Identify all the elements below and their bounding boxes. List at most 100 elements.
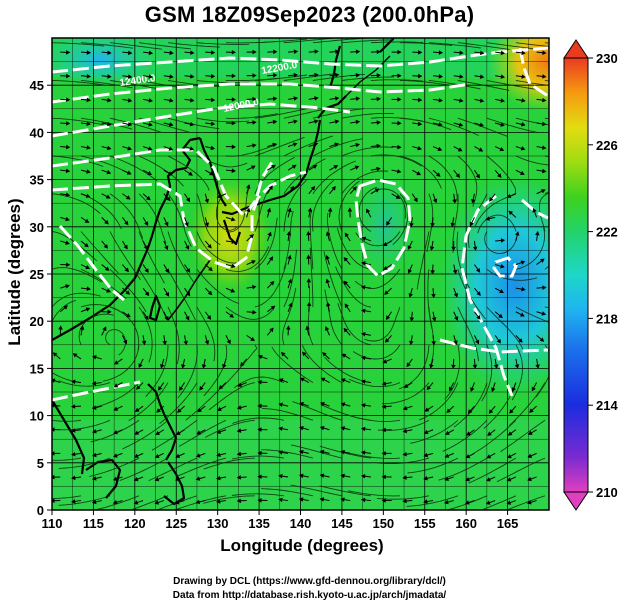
wind-arrowhead <box>459 74 464 79</box>
streamline <box>399 344 430 390</box>
wind-vectors <box>52 49 547 505</box>
wind-arrowhead <box>71 475 76 481</box>
wind-arrowhead <box>240 361 245 367</box>
wind-arrowhead <box>325 278 330 284</box>
wind-arrowhead <box>189 121 195 127</box>
wind-arrowhead <box>206 315 212 320</box>
wind-arrowhead <box>175 430 181 436</box>
wind-arrowhead <box>144 291 150 297</box>
wind-arrowhead <box>360 450 366 455</box>
wind-arrowhead <box>251 260 256 265</box>
wind-arrowhead <box>457 147 463 152</box>
wind-arrowhead <box>429 246 435 251</box>
streamline <box>312 38 366 44</box>
wind-arrowhead <box>257 379 262 385</box>
wind-arrowhead <box>107 50 112 55</box>
wind-arrowhead <box>71 451 76 457</box>
wind-arrowhead <box>402 498 407 504</box>
wind-arrowhead <box>257 474 262 479</box>
streamline <box>312 138 363 157</box>
streamline <box>52 117 104 126</box>
wind-arrowhead <box>126 170 132 175</box>
wind-arrowhead <box>270 305 276 311</box>
colorbar-tick-label: 218 <box>596 311 618 326</box>
streamline <box>484 231 517 254</box>
wind-arrowhead <box>340 473 345 479</box>
wind-arrowhead <box>102 326 107 332</box>
wind-arrowhead <box>105 194 111 199</box>
streamline <box>138 306 153 363</box>
wind-arrowhead <box>355 72 361 78</box>
wind-arrowhead <box>272 119 278 125</box>
wind-arrowhead <box>162 340 167 346</box>
streamline <box>52 495 82 499</box>
wind-arrowhead <box>269 327 274 333</box>
wind-arrowhead <box>430 270 435 275</box>
streamline <box>261 449 314 459</box>
wind-arrowhead <box>210 121 216 126</box>
wind-arrowhead <box>84 242 89 248</box>
streamline <box>457 306 479 362</box>
contour-se <box>439 338 549 354</box>
streamline <box>138 269 168 320</box>
wind-arrowhead <box>402 475 407 480</box>
wind-arrowhead <box>188 171 193 176</box>
wind-arrowhead <box>487 431 492 436</box>
wind-arrowhead <box>519 170 525 175</box>
warm-anomaly-northeast <box>488 38 549 112</box>
wind-arrowhead <box>431 317 437 322</box>
wind-arrowhead <box>485 216 490 221</box>
wind-arrowhead <box>156 408 161 413</box>
wind-arrowhead <box>167 171 173 176</box>
wind-arrowhead <box>86 73 92 79</box>
wind-arrowhead <box>397 120 402 126</box>
wind-arrowhead <box>157 385 163 391</box>
wind-arrowhead <box>155 430 161 436</box>
streamline <box>92 382 140 409</box>
y-tick-label: 35 <box>30 173 44 188</box>
wind-arrowhead <box>469 221 474 227</box>
wind-arrowhead <box>185 291 191 297</box>
wind-arrowhead <box>319 473 325 478</box>
wind-arrowhead <box>231 97 236 102</box>
wind-arrowhead <box>382 359 388 364</box>
streamline <box>208 382 255 411</box>
streamline <box>457 80 510 91</box>
wind-arrowhead <box>278 402 283 407</box>
wind-arrowhead <box>195 453 201 458</box>
wind-arrowhead <box>154 477 160 482</box>
wind-arrowhead <box>79 325 85 331</box>
wind-arrowhead <box>185 245 190 250</box>
wind-arrowhead <box>245 207 251 213</box>
wind-arrowhead <box>471 199 476 204</box>
wind-arrowhead <box>319 425 325 431</box>
credit-line-2: Data from http://database.rish.kyoto-u.a… <box>172 590 447 601</box>
wind-arrowhead <box>333 165 339 170</box>
streamline <box>319 485 371 497</box>
wind-arrowhead <box>269 280 275 286</box>
wind-arrowhead <box>289 185 295 191</box>
wind-arrowhead <box>125 195 131 200</box>
streamline <box>416 231 430 290</box>
wind-arrowhead <box>113 453 118 458</box>
wind-arrowhead <box>147 170 152 175</box>
wind-arrowhead <box>354 165 360 170</box>
wind-arrowhead <box>286 231 292 236</box>
wind-arrowhead <box>112 500 118 505</box>
wind-arrowhead <box>208 266 213 272</box>
wind-arrowhead <box>177 408 182 413</box>
wind-arrowhead <box>65 284 70 289</box>
wind-arrowhead <box>231 263 236 269</box>
wind-arrowhead <box>366 208 371 214</box>
wind-arrowhead <box>478 147 484 152</box>
wind-arrowhead <box>86 286 91 292</box>
wind-arrowhead <box>509 409 514 414</box>
wind-arrowhead <box>489 197 494 202</box>
coast-hokkaido <box>317 95 347 119</box>
wind-arrowhead <box>383 265 388 271</box>
wind-arrowhead <box>508 210 514 216</box>
wind-arrowhead <box>292 142 298 147</box>
wind-arrowhead <box>423 429 429 435</box>
wind-arrowhead <box>444 453 450 458</box>
wind-arrowhead <box>65 144 71 150</box>
